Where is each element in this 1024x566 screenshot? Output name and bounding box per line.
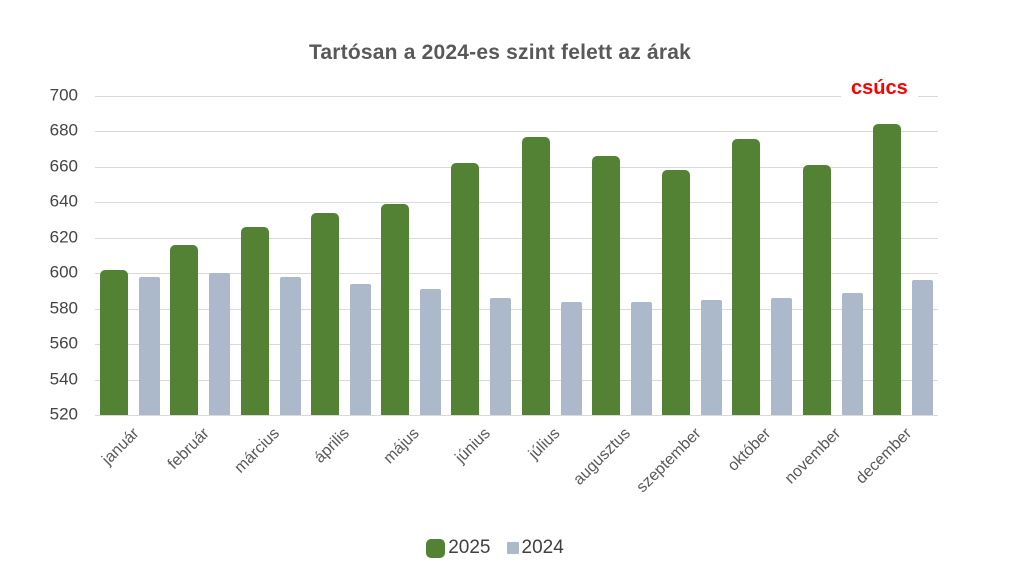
x-tick-label: június — [451, 425, 494, 467]
bar-2025-január — [100, 269, 128, 415]
chart-title: Tartósan a 2024-es szint felett az árak — [308, 41, 692, 64]
x-tick-label: december — [852, 425, 915, 488]
gridline — [95, 202, 938, 204]
bar-2024-március — [279, 276, 301, 415]
gridline — [95, 308, 938, 310]
bar-2025-február — [170, 244, 199, 415]
gridline — [95, 273, 938, 275]
bar-2025-április — [310, 213, 339, 415]
y-tick-label: 620 — [49, 227, 78, 247]
y-tick-label: 600 — [49, 262, 78, 282]
x-tick-label: március — [230, 425, 283, 477]
x-tick-label: május — [380, 425, 424, 468]
bar-2024-október — [771, 298, 793, 415]
x-tick-label: február — [164, 425, 213, 473]
y-tick-label: 580 — [49, 298, 78, 318]
y-tick-label: 540 — [49, 369, 78, 389]
bar-2025-június — [451, 163, 480, 415]
bar-2025-augusztus — [591, 156, 620, 415]
y-tick-label: 560 — [49, 333, 78, 353]
x-tick-label: július — [525, 425, 564, 463]
bar-2024-április — [349, 283, 371, 415]
bar-2024-szeptember — [701, 299, 722, 415]
legend-item-2025: 2025 — [426, 537, 491, 559]
y-tick-label: 660 — [49, 156, 78, 176]
legend-swatch-2025 — [426, 538, 446, 558]
bar-2025-november — [802, 165, 831, 415]
gridline — [95, 96, 938, 97]
gridline — [95, 379, 938, 381]
bar-2025-szeptember — [662, 170, 690, 415]
y-tick-label: 680 — [49, 120, 78, 140]
gridline — [95, 344, 938, 346]
x-tick-label: szeptember — [632, 425, 705, 497]
bar-2024-február — [209, 273, 231, 415]
legend-label: 2024 — [521, 537, 564, 558]
legend-item-2024: 2024 — [506, 537, 564, 559]
x-tick-label: április — [311, 425, 353, 467]
legend-swatch-2024 — [506, 542, 519, 554]
gridline — [95, 415, 938, 416]
bar-2024-november — [841, 292, 863, 415]
bar-2025-május — [381, 204, 409, 415]
legend: 2025 2024 — [0, 537, 990, 559]
y-tick-label: 700 — [49, 85, 78, 105]
bar-2025-március — [240, 227, 269, 415]
bar-2025-október — [732, 138, 761, 415]
bar-2024-június — [490, 298, 512, 415]
bar-2024-július — [560, 301, 582, 415]
gridline — [95, 237, 938, 239]
x-tick-label: október — [724, 425, 775, 475]
x-tick-label: augusztus — [570, 425, 634, 489]
plot-area: 520 540 560 580 600 620 640 660 680 700 január feb… — [50, 76, 938, 496]
x-tick-label: november — [782, 425, 845, 488]
y-tick-label: 520 — [49, 404, 78, 424]
bar-2024-január — [139, 276, 160, 415]
bar-2024-december — [911, 280, 933, 415]
bar-2024-augusztus — [630, 301, 652, 415]
legend-label: 2025 — [448, 537, 491, 558]
bar-2024-május — [420, 289, 441, 415]
y-tick-label: 640 — [49, 191, 78, 211]
gridline — [95, 166, 938, 168]
gridline — [95, 131, 938, 133]
bar-2025-július — [521, 136, 550, 415]
bar-2025-december — [872, 124, 901, 415]
x-tick-label: január — [98, 425, 143, 469]
peak-annotation: csúcs — [841, 76, 918, 102]
